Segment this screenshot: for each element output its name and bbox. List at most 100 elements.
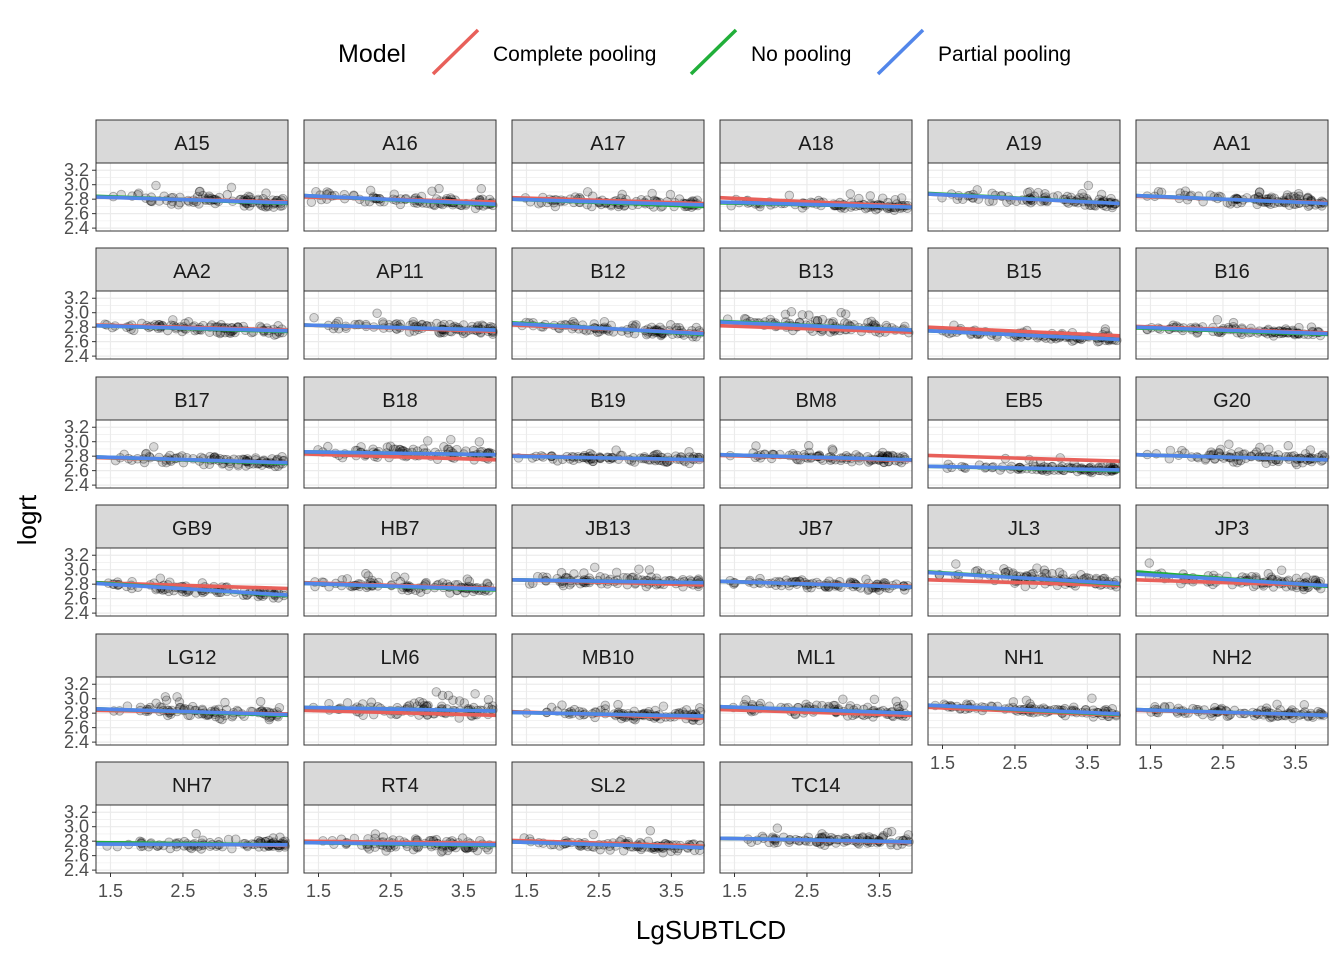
data-point <box>898 700 909 710</box>
facet-label: AA2 <box>173 261 211 283</box>
legend-entry-no-pooling: No pooling <box>689 28 851 76</box>
data-point <box>588 829 599 840</box>
facet-label: TC14 <box>792 775 841 797</box>
facet-panel: B12 <box>511 247 705 360</box>
data-point <box>372 308 382 319</box>
panel-border <box>1135 162 1329 232</box>
facet-label: JB7 <box>799 518 833 540</box>
data-point <box>896 193 907 203</box>
facet-panel: MB10 <box>511 633 706 746</box>
partial-pooling-line <box>303 840 497 847</box>
data-point <box>1255 442 1265 453</box>
y-tick-label: 2.6 <box>64 332 89 352</box>
data-point <box>422 436 433 446</box>
facet-panel: A15 2.42.62.83.03.2 <box>64 119 289 238</box>
data-point <box>582 187 593 197</box>
data-point <box>446 434 456 445</box>
facet-label: AP11 <box>376 261 423 283</box>
data-point <box>1228 317 1239 328</box>
x-tick-label: 3.5 <box>1075 753 1100 773</box>
data-point <box>431 687 442 697</box>
y-tick-label: 2.6 <box>64 204 89 224</box>
facet-label: RT4 <box>381 775 418 797</box>
data-point <box>1301 572 1311 582</box>
data-point <box>476 183 487 194</box>
data-point <box>595 844 605 855</box>
data-point <box>306 197 317 207</box>
facet-label: B15 <box>1006 261 1042 283</box>
data-point <box>817 314 828 325</box>
facet-label: A16 <box>382 133 418 155</box>
facet-strip <box>1135 119 1329 164</box>
x-axis-title: LgSUBTLCD <box>636 915 786 945</box>
facet-panel: ML1 <box>719 633 913 746</box>
data-point <box>1100 324 1111 334</box>
panel-border <box>95 290 289 360</box>
x-tick-label: 2.5 <box>170 881 195 901</box>
data-point <box>861 574 871 585</box>
y-tick-label: 3.2 <box>64 545 89 565</box>
facet-panel: A18 <box>719 119 913 232</box>
data-point <box>1008 697 1019 707</box>
facet-label: HB7 <box>381 518 420 540</box>
data-point <box>194 187 205 197</box>
data-point <box>1096 189 1107 200</box>
facet-strip <box>719 119 913 164</box>
facet-strip <box>95 247 289 292</box>
facet-panel: B19 <box>511 376 705 489</box>
facet-label: BM8 <box>795 390 836 412</box>
x-tick-label: 1.5 <box>98 881 123 901</box>
data-point <box>1024 187 1035 197</box>
partial-pooling-line <box>95 842 289 847</box>
data-point <box>195 186 205 197</box>
x-tick-label: 1.5 <box>722 881 747 901</box>
data-point <box>1144 558 1155 568</box>
y-axis: 2.42.62.83.03.2 <box>64 160 96 238</box>
data-point <box>1224 439 1234 449</box>
data-point <box>1212 314 1223 325</box>
fit-lines <box>927 191 1121 206</box>
facet-label: JP3 <box>1215 518 1249 540</box>
facet-label: JL3 <box>1008 518 1040 540</box>
x-tick-label: 3.5 <box>243 881 268 901</box>
facet-panel: G20 <box>1135 376 1330 489</box>
x-tick-label: 1.5 <box>930 753 955 773</box>
partial-pooling-line <box>95 323 289 333</box>
x-tick-label: 1.5 <box>1138 753 1163 773</box>
data-point <box>645 825 656 836</box>
data-point <box>827 444 838 454</box>
y-tick-label: 2.4 <box>64 346 89 366</box>
facet-strip <box>303 247 497 292</box>
facet-label: B16 <box>1214 261 1250 283</box>
data-point <box>684 446 694 457</box>
y-tick-label: 2.4 <box>64 218 89 238</box>
partial-pooling-line <box>95 195 289 205</box>
data-point <box>408 317 419 327</box>
data-point <box>1254 187 1265 197</box>
data-point <box>772 823 783 833</box>
data-point <box>613 699 623 710</box>
data-point <box>400 572 410 582</box>
x-tick-label: 1.5 <box>514 881 539 901</box>
data-point <box>845 189 856 199</box>
panel-border <box>719 162 913 232</box>
data-point <box>436 847 447 857</box>
y-tick-label: 3.0 <box>64 303 89 323</box>
data-point <box>1254 187 1265 197</box>
facet-panel: JB13 <box>511 504 705 617</box>
facet-label: LM6 <box>381 647 420 669</box>
facet-panel: A17 <box>511 119 705 232</box>
data-point <box>751 441 761 451</box>
facet-panel: JB7 <box>719 504 913 617</box>
data-point <box>634 564 644 574</box>
data-point <box>605 845 615 855</box>
legend-key-complete-pooling <box>431 28 480 76</box>
facet-strip <box>927 119 1121 164</box>
facet-label: B12 <box>590 261 626 283</box>
facet-panel: AA1 <box>1135 119 1329 232</box>
data-point <box>1047 569 1057 579</box>
